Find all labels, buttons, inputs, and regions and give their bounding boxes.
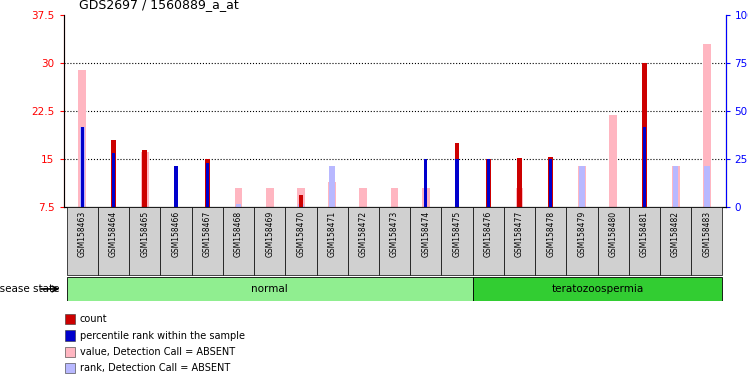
Bar bbox=[424, 159, 427, 207]
Bar bbox=[672, 166, 678, 207]
Text: GSM158468: GSM158468 bbox=[234, 211, 243, 257]
Bar bbox=[379, 207, 410, 275]
Text: GSM158466: GSM158466 bbox=[171, 211, 180, 257]
Bar bbox=[65, 314, 75, 324]
Bar bbox=[328, 182, 336, 207]
Bar bbox=[65, 330, 75, 341]
Bar bbox=[141, 152, 149, 207]
Bar bbox=[298, 204, 304, 207]
Text: GSM158480: GSM158480 bbox=[609, 211, 618, 257]
Bar bbox=[487, 159, 490, 207]
Bar bbox=[79, 70, 86, 207]
Bar bbox=[316, 207, 348, 275]
Bar bbox=[579, 166, 585, 207]
Bar bbox=[422, 188, 429, 207]
Text: value, Detection Call = ABSENT: value, Detection Call = ABSENT bbox=[80, 347, 235, 357]
Bar bbox=[360, 188, 367, 207]
Bar bbox=[206, 162, 209, 207]
Bar bbox=[235, 188, 242, 207]
Bar bbox=[223, 207, 254, 275]
Text: percentile rank within the sample: percentile rank within the sample bbox=[80, 331, 245, 341]
Bar bbox=[643, 127, 646, 207]
Bar bbox=[691, 207, 723, 275]
Bar bbox=[486, 159, 491, 207]
Bar bbox=[67, 277, 473, 301]
Bar bbox=[504, 207, 535, 275]
Text: disease state: disease state bbox=[0, 284, 60, 294]
Bar bbox=[79, 127, 85, 207]
Bar bbox=[548, 157, 553, 207]
Bar bbox=[254, 207, 285, 275]
Bar bbox=[129, 207, 160, 275]
Bar bbox=[609, 114, 617, 207]
Bar bbox=[672, 166, 679, 207]
Text: GSM158471: GSM158471 bbox=[328, 211, 337, 257]
Bar bbox=[174, 166, 177, 207]
Text: GSM158474: GSM158474 bbox=[421, 211, 430, 257]
Bar bbox=[298, 195, 303, 207]
Bar bbox=[266, 188, 274, 207]
Text: GSM158476: GSM158476 bbox=[484, 211, 493, 257]
Text: GSM158470: GSM158470 bbox=[296, 211, 305, 257]
Bar bbox=[329, 166, 335, 207]
Bar bbox=[67, 207, 98, 275]
Bar bbox=[704, 166, 710, 207]
Bar bbox=[456, 159, 459, 207]
Bar bbox=[410, 207, 441, 275]
Text: GSM158465: GSM158465 bbox=[141, 211, 150, 257]
Bar bbox=[236, 204, 242, 207]
Text: GDS2697 / 1560889_a_at: GDS2697 / 1560889_a_at bbox=[79, 0, 239, 12]
Text: count: count bbox=[80, 314, 108, 324]
Text: GSM158477: GSM158477 bbox=[515, 211, 524, 257]
Bar bbox=[455, 143, 459, 207]
Bar bbox=[473, 277, 723, 301]
Bar bbox=[191, 207, 223, 275]
Text: GSM158478: GSM158478 bbox=[546, 211, 555, 257]
Bar bbox=[629, 207, 660, 275]
Bar bbox=[535, 207, 566, 275]
Bar bbox=[515, 188, 524, 207]
Text: GSM158481: GSM158481 bbox=[640, 211, 649, 257]
Bar bbox=[348, 207, 379, 275]
Bar bbox=[160, 207, 191, 275]
Text: GSM158464: GSM158464 bbox=[109, 211, 118, 257]
Bar bbox=[703, 44, 711, 207]
Text: normal: normal bbox=[251, 284, 288, 294]
Bar bbox=[441, 207, 473, 275]
Text: GSM158472: GSM158472 bbox=[359, 211, 368, 257]
Bar bbox=[660, 207, 691, 275]
Bar bbox=[578, 166, 586, 207]
Bar bbox=[65, 347, 75, 357]
Text: GSM158483: GSM158483 bbox=[702, 211, 711, 257]
Bar bbox=[297, 188, 304, 207]
Bar bbox=[473, 207, 504, 275]
Text: GSM158482: GSM158482 bbox=[671, 211, 680, 257]
Text: rank, Detection Call = ABSENT: rank, Detection Call = ABSENT bbox=[80, 363, 230, 373]
Text: teratozoospermia: teratozoospermia bbox=[551, 284, 644, 294]
Text: GSM158463: GSM158463 bbox=[78, 211, 87, 257]
Bar bbox=[517, 158, 522, 207]
Bar bbox=[566, 207, 598, 275]
Bar bbox=[98, 207, 129, 275]
Bar bbox=[81, 127, 84, 207]
Text: GSM158475: GSM158475 bbox=[453, 211, 462, 257]
Bar bbox=[65, 363, 75, 373]
Text: GSM158479: GSM158479 bbox=[577, 211, 586, 257]
Bar bbox=[390, 188, 399, 207]
Bar bbox=[598, 207, 629, 275]
Bar bbox=[142, 150, 147, 207]
Bar bbox=[642, 63, 647, 207]
Bar bbox=[111, 140, 116, 207]
Bar bbox=[285, 207, 316, 275]
Text: GSM158467: GSM158467 bbox=[203, 211, 212, 257]
Bar bbox=[549, 159, 552, 207]
Bar bbox=[205, 159, 209, 207]
Bar bbox=[174, 175, 178, 207]
Text: GSM158473: GSM158473 bbox=[390, 211, 399, 257]
Bar bbox=[112, 153, 115, 207]
Text: GSM158469: GSM158469 bbox=[266, 211, 275, 257]
